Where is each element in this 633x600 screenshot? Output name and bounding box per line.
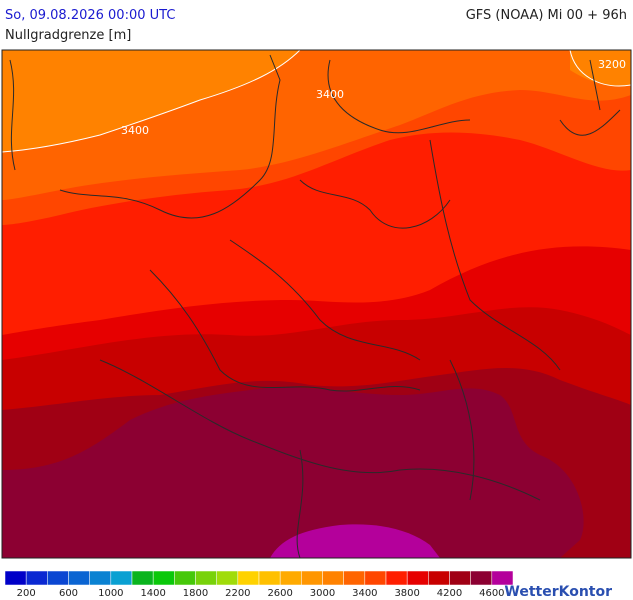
legend-swatch xyxy=(301,570,323,586)
legend-label: 600 xyxy=(59,588,78,599)
legend-swatch xyxy=(343,570,366,586)
legend-swatch xyxy=(4,570,27,586)
legend-label: 2200 xyxy=(225,588,250,599)
logo: WetterKontor xyxy=(504,584,612,600)
parameter: Nullgradgrenze [m] xyxy=(5,28,131,43)
legend-label: 3800 xyxy=(394,588,419,599)
contour-label: 3400 xyxy=(121,124,149,137)
legend-label: 4200 xyxy=(437,588,462,599)
legend-swatch xyxy=(364,570,387,586)
model-run: GFS (NOAA) Mi 00 + 96h xyxy=(466,8,627,23)
legend-swatch xyxy=(428,570,450,586)
contour-label: 3200 xyxy=(598,58,626,71)
legend-label: 200 xyxy=(17,588,36,599)
legend-swatch xyxy=(385,570,408,586)
legend-swatch xyxy=(152,570,175,586)
contour-label: 3400 xyxy=(316,88,344,101)
map xyxy=(1,49,632,559)
legend-label: 1800 xyxy=(183,588,208,599)
legend-swatch xyxy=(406,570,429,586)
legend-swatch xyxy=(174,570,196,586)
legend-swatch xyxy=(322,570,344,586)
legend-label: 1000 xyxy=(98,588,123,599)
legend-swatch xyxy=(195,570,217,586)
legend-label: 3000 xyxy=(310,588,335,599)
legend-label: 4600 xyxy=(479,588,504,599)
legend-swatch xyxy=(216,570,239,586)
legend-label: 2600 xyxy=(267,588,292,599)
legend-swatch xyxy=(89,570,112,586)
legend-swatch xyxy=(110,570,133,586)
legend-swatch xyxy=(470,570,493,586)
legend-swatch xyxy=(47,570,69,586)
valid-time: So, 09.08.2026 00:00 UTC xyxy=(5,8,175,23)
legend-swatch xyxy=(131,570,154,586)
legend-swatch xyxy=(25,570,48,586)
legend-label: 1400 xyxy=(140,588,165,599)
legend-swatch xyxy=(279,570,302,586)
legend-label: 3400 xyxy=(352,588,377,599)
legend-swatch xyxy=(258,570,281,586)
legend-swatch xyxy=(449,570,471,586)
legend-swatch xyxy=(491,570,514,586)
legend-swatch xyxy=(68,570,90,586)
legend-swatch xyxy=(237,570,260,586)
